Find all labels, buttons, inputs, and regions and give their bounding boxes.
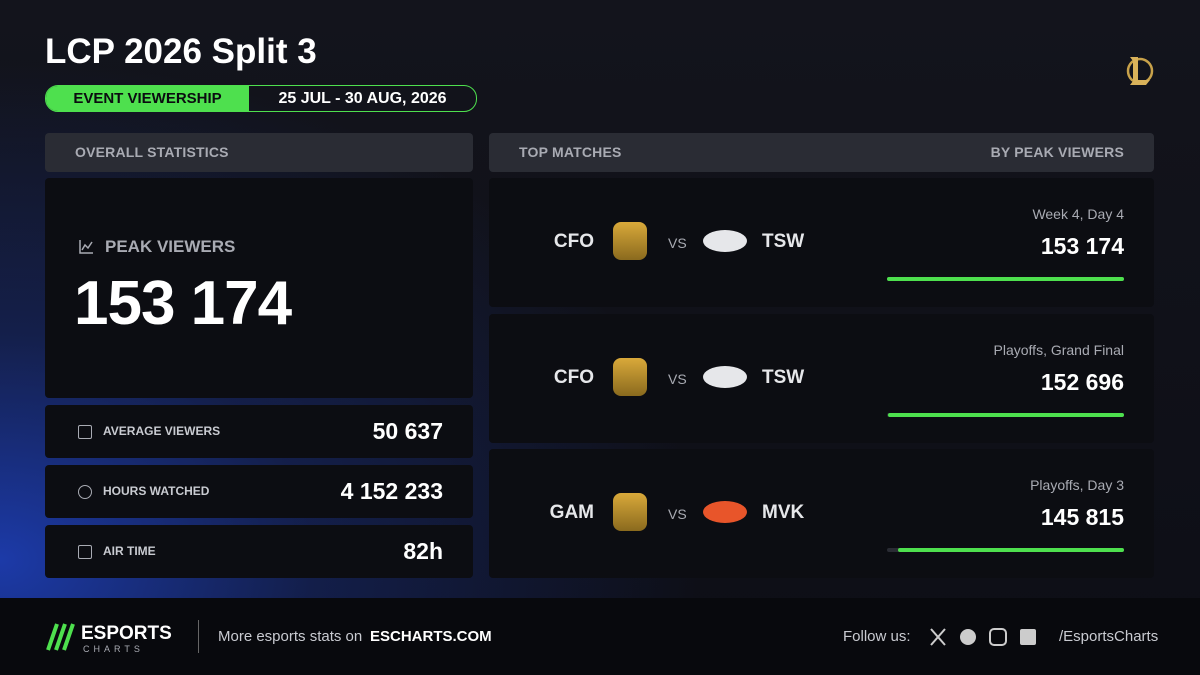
stat-value: 50 637 <box>372 418 443 444</box>
instagram-icon[interactable] <box>989 628 1007 646</box>
viewers-bar <box>887 412 1124 417</box>
team2: TSW <box>762 231 805 252</box>
match-viewers: 145 815 <box>1040 504 1124 530</box>
team1-logo <box>613 222 647 260</box>
badge: EVENT VIEWERSHIP 25 JUL - 30 AUG, 2026 <box>45 85 477 112</box>
peak-box: PEAK VIEWERS 153 174 <box>45 178 473 398</box>
team2-logo <box>703 365 747 388</box>
team2: TSW <box>762 366 805 388</box>
stat-row: AIR TIME 82h <box>45 525 473 578</box>
divider <box>198 620 199 653</box>
match-card: CFO VS TSW Playoffs, Grand Final 152 696 <box>489 313 1154 443</box>
match-card: GAM VS MVK Playoffs, Day 3 145 815 <box>489 449 1154 578</box>
peak-value: 153 174 <box>74 269 292 338</box>
stat-row: AVERAGE VIEWERS 50 637 <box>45 405 473 458</box>
facebook-icon[interactable] <box>960 629 976 645</box>
stat-label: AVERAGE VIEWERS <box>103 424 221 438</box>
viewers-bar <box>898 548 1124 552</box>
site-link[interactable]: ESCHARTS.COM <box>370 628 492 645</box>
stat-row: HOURS WATCHED 4 152 233 <box>45 465 473 518</box>
overall-heading: OVERALL STATISTICS <box>45 133 473 172</box>
stat-value: 4 152 233 <box>340 478 443 504</box>
team1-logo <box>613 357 647 396</box>
matches-heading: TOP MATCHES BY PEAK VIEWERS <box>489 133 1154 172</box>
stat-icon <box>78 425 92 439</box>
brand: ESPORTS <box>81 623 172 644</box>
stat-icon <box>78 485 92 499</box>
footer: ESPORTS CHARTS More esports stats on ESC… <box>0 598 1200 675</box>
team2-logo <box>703 230 747 252</box>
date-range: 25 JUL - 30 AUG, 2026 <box>278 90 447 107</box>
stat-label: HOURS WATCHED <box>103 484 210 498</box>
x-icon[interactable] <box>930 628 946 646</box>
badge-label: EVENT VIEWERSHIP <box>46 86 249 111</box>
stat-icon <box>78 545 92 559</box>
peak-label: PEAK VIEWERS <box>105 237 236 256</box>
stat-value: 82h <box>403 538 443 564</box>
match-viewers: 153 174 <box>1040 233 1124 259</box>
social-icons <box>930 628 1036 646</box>
vs: VS <box>668 235 687 251</box>
stage: Playoffs, Day 3 <box>1030 477 1124 493</box>
vs: VS <box>668 506 687 522</box>
stage: Week 4, Day 4 <box>1032 206 1124 222</box>
brand-sub: CHARTS <box>83 644 144 654</box>
handle[interactable]: /EsportsCharts <box>1059 628 1159 645</box>
team2: MVK <box>762 502 805 523</box>
team1: GAM <box>549 502 594 523</box>
match-viewers: 152 696 <box>1040 368 1124 395</box>
chart-icon <box>79 240 93 254</box>
promo: More esports stats on <box>218 628 363 645</box>
match-card: CFO VS TSW Week 4, Day 4 153 174 <box>489 178 1154 307</box>
vs: VS <box>668 370 687 387</box>
team1: CFO <box>553 231 594 252</box>
game-logo <box>1126 57 1154 85</box>
stage: Playoffs, Grand Final <box>993 341 1124 358</box>
team1-logo <box>613 493 647 531</box>
follow-label: Follow us: <box>843 628 911 645</box>
brand-icon <box>46 623 75 651</box>
linkedin-icon[interactable] <box>1020 629 1036 645</box>
matches-title: TOP MATCHES <box>519 144 622 160</box>
viewers-bar <box>887 277 1124 281</box>
stat-label: AIR TIME <box>103 544 156 558</box>
sort-label: BY PEAK VIEWERS <box>990 144 1124 160</box>
team2-logo <box>703 501 747 523</box>
team1: CFO <box>553 366 594 388</box>
title: LCP 2026 Split 3 <box>45 32 317 71</box>
